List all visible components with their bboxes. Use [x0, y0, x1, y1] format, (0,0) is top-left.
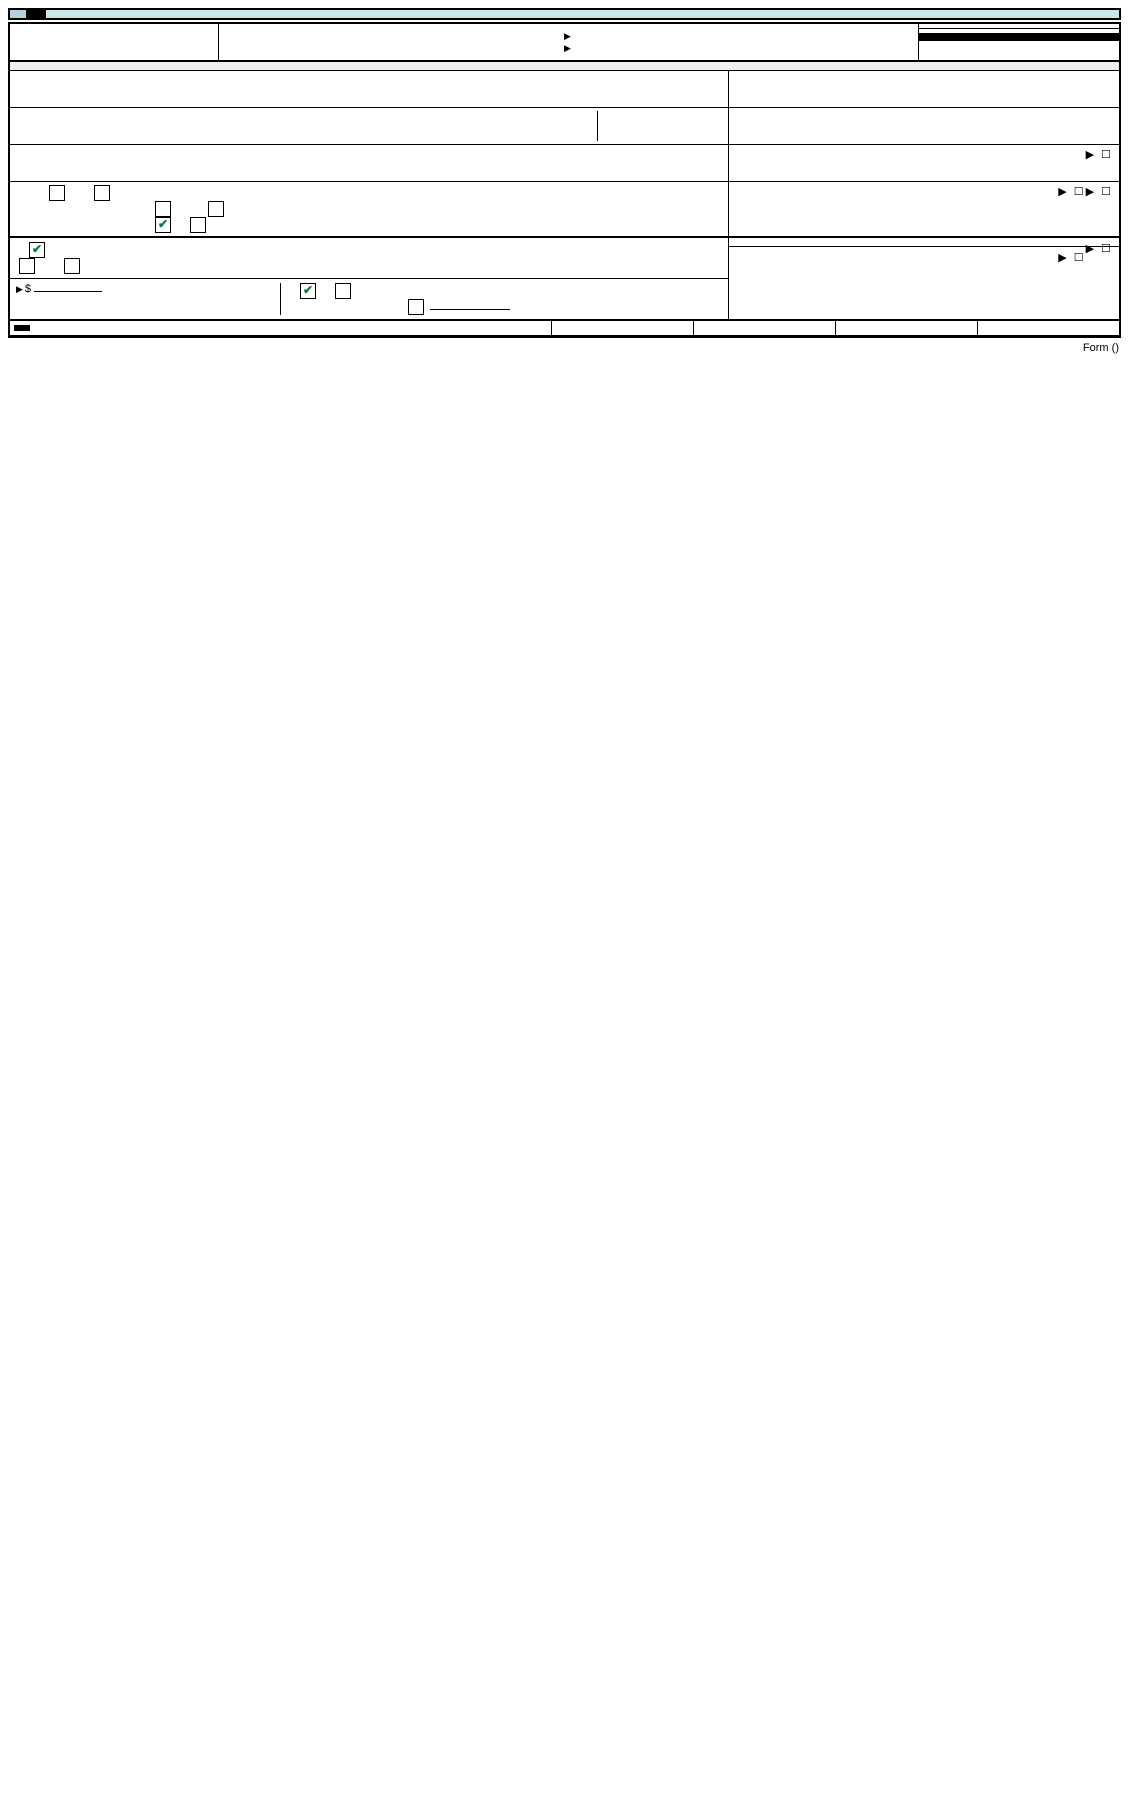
checkbox-amended[interactable] [208, 201, 224, 217]
checkbox-address-change[interactable] [155, 217, 171, 233]
footer-right: Form () [1083, 342, 1119, 354]
checkbox-other-taxable[interactable] [64, 258, 80, 274]
section-g [10, 182, 728, 236]
form-header [8, 22, 1121, 62]
section-i-j: $ [10, 279, 728, 319]
phone-row [729, 108, 1119, 145]
checkbox-accrual[interactable] [335, 283, 351, 299]
arrow-icon [564, 42, 573, 54]
arrow-icon [564, 30, 573, 42]
city-row [10, 145, 728, 182]
name-row [10, 71, 728, 108]
page-footer: Form () [8, 337, 1121, 358]
checkbox-initial-former[interactable] [94, 185, 110, 201]
checkbox-d2[interactable] [1058, 185, 1085, 198]
submission-date [28, 10, 46, 18]
checkbox-c[interactable] [1086, 148, 1113, 161]
col-header-d [977, 321, 1119, 335]
open-to-public [919, 33, 1119, 41]
col-header-c [835, 321, 977, 335]
checkbox-4947[interactable] [19, 258, 35, 274]
section-d [729, 182, 1119, 218]
checkbox-e[interactable] [1086, 242, 1113, 255]
section-f [729, 247, 1119, 255]
checkbox-cash[interactable] [300, 283, 316, 299]
ein-row [729, 71, 1119, 108]
checkbox-other-method[interactable] [408, 299, 424, 315]
exemption-row [729, 145, 1119, 182]
calendar-year-row [8, 62, 1121, 71]
part1-header [8, 321, 1121, 337]
dln-label [1103, 10, 1119, 18]
efile-label[interactable] [10, 10, 28, 18]
col-header-b [693, 321, 835, 335]
top-bar [8, 8, 1121, 20]
col-header-a [551, 321, 693, 335]
checkbox-d1[interactable] [1086, 185, 1113, 198]
i-value [34, 291, 102, 292]
checkbox-501c3[interactable] [29, 242, 45, 258]
header-mid [219, 24, 918, 60]
header-right [918, 24, 1119, 60]
address-row [10, 108, 728, 145]
section-h [10, 238, 728, 279]
checkbox-final-return[interactable] [155, 201, 171, 217]
checkbox-name-change[interactable] [190, 217, 206, 233]
foundation-info [8, 71, 1121, 238]
section-e [729, 238, 1119, 247]
checkbox-initial-return[interactable] [49, 185, 65, 201]
section-h-i-j: $ [8, 238, 1121, 321]
header-left [10, 24, 219, 60]
checkbox-f[interactable] [1058, 251, 1085, 264]
part1-label [14, 325, 30, 331]
